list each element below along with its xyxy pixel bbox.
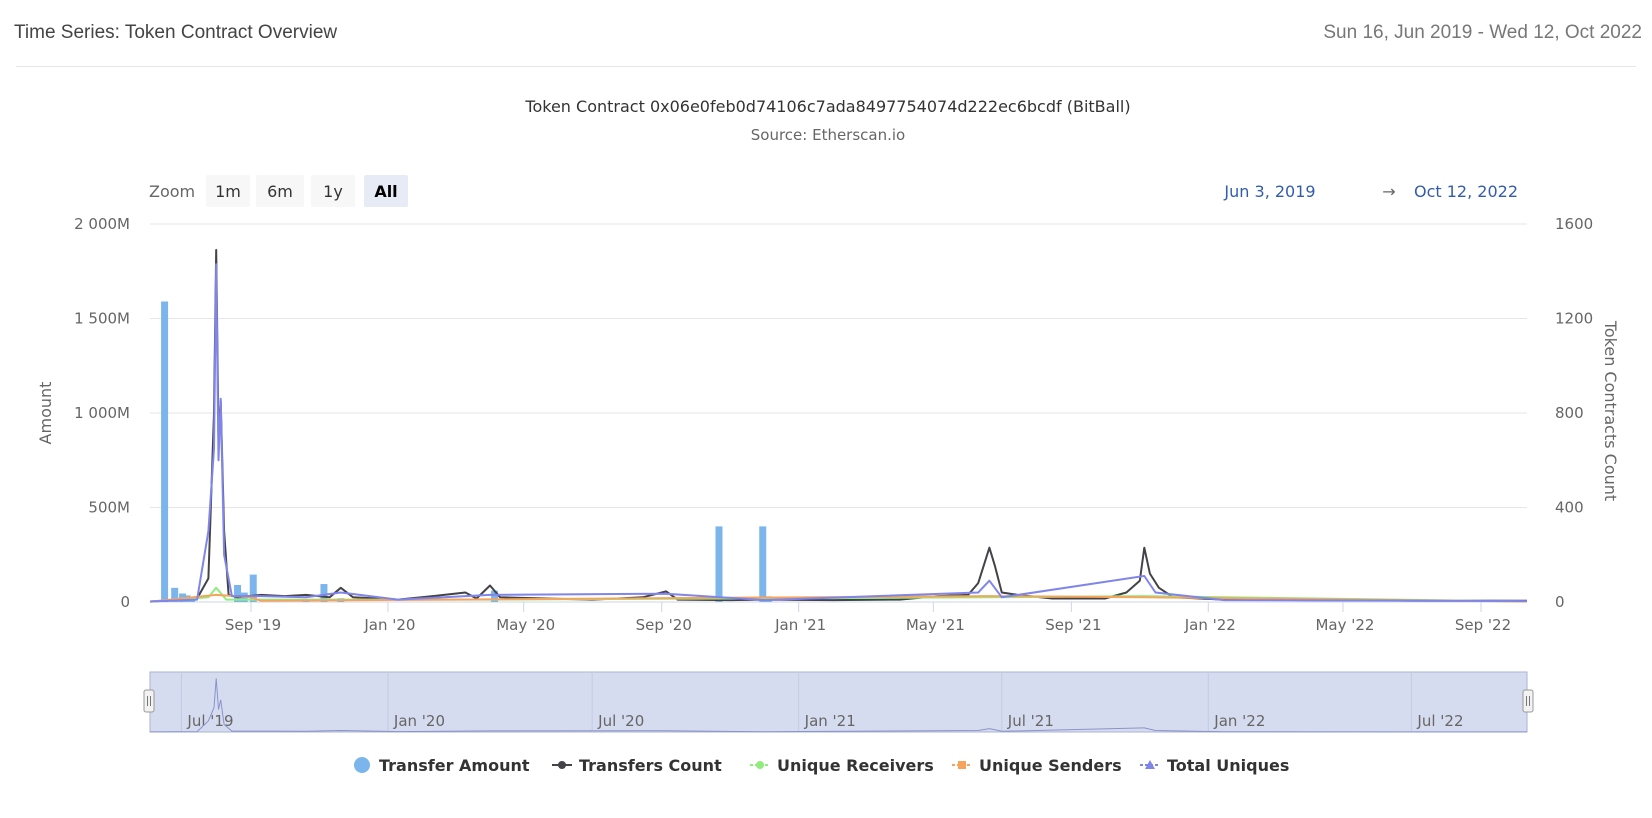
header-divider <box>16 66 1636 67</box>
range-arrow: → <box>1382 182 1395 201</box>
chart-title: Token Contract 0x06e0feb0d74106c7ada8497… <box>524 97 1130 116</box>
series-line[interactable] <box>149 249 1528 603</box>
y-axis-left-title: Amount <box>36 382 55 445</box>
bar[interactable] <box>320 584 328 602</box>
y-left-tick-label: 0 <box>120 593 130 611</box>
legend-item-transfers-count[interactable]: Transfers Count <box>552 756 722 775</box>
plot-area <box>149 249 1528 603</box>
page-header: Time Series: Token Contract Overview Sun… <box>0 0 1652 68</box>
zoom-button-label: All <box>374 182 397 201</box>
x-tick-label: Jan '22 <box>1184 616 1236 634</box>
chart-legend: Transfer Amount Transfers Count Unique Rec… <box>354 756 1289 775</box>
navigator-left-handle[interactable] <box>143 689 155 713</box>
bar[interactable] <box>491 590 499 602</box>
bar[interactable] <box>249 574 257 602</box>
chart-subtitle: Source: Etherscan.io <box>751 126 905 144</box>
legend-item-unique-receivers[interactable]: Unique Receivers <box>750 756 934 775</box>
y-left-tick-label: 2 000M <box>74 215 130 233</box>
zoom-button-label: 1y <box>323 182 343 201</box>
x-tick-label: May '22 <box>1315 616 1374 634</box>
bar[interactable] <box>161 301 169 602</box>
zoom-button-1m[interactable]: 1m <box>206 175 250 207</box>
legend-marker <box>958 761 966 769</box>
legend-label: Transfer Amount <box>379 756 530 775</box>
legend-item-total-uniques[interactable]: Total Uniques <box>1140 756 1289 775</box>
navigator-tick-label: Jul '19 <box>186 712 233 730</box>
y-axis-left: 0 500M 1 000M 1 500M 2 000M <box>74 215 130 611</box>
y-right-tick-label: 1200 <box>1555 310 1593 328</box>
legend-label: Total Uniques <box>1167 756 1289 775</box>
y-right-tick-label: 400 <box>1555 499 1584 517</box>
navigator-tick-label: Jul '20 <box>597 712 644 730</box>
legend-item-unique-senders[interactable]: Unique Senders <box>952 756 1122 775</box>
page-title: Time Series: Token Contract Overview <box>14 22 338 43</box>
legend-marker <box>558 761 566 769</box>
legend-symbol <box>354 757 370 773</box>
navigator-right-handle[interactable] <box>1522 689 1534 713</box>
series-unique-senders <box>149 593 1528 603</box>
bar[interactable] <box>715 526 723 602</box>
y-right-tick-label: 0 <box>1555 593 1565 611</box>
navigator-series-line <box>149 678 1528 733</box>
series-total-uniques <box>149 263 1528 603</box>
bar[interactable] <box>234 584 242 602</box>
x-axis: Sep '19 Jan '20 May '20 Sep '20 Jan '21 May '… <box>225 602 1511 634</box>
zoom-label: Zoom <box>149 182 195 201</box>
navigator-tick-label: Jul '21 <box>1007 712 1054 730</box>
y-left-tick-label: 500M <box>88 499 130 517</box>
y-axis-right-title: Token Contracts Count <box>1601 320 1620 501</box>
navigator-tick-label: Jan '21 <box>804 712 856 730</box>
series-transfers-count <box>149 249 1528 603</box>
x-tick-label: Sep '21 <box>1045 616 1101 634</box>
series-line[interactable] <box>149 263 1528 603</box>
legend-label: Unique Receivers <box>777 756 934 775</box>
range-selector: Zoom 1m 6m 1y All Jun 3, 2019 → Oct 12, 202… <box>149 175 1518 207</box>
zoom-button-1y[interactable]: 1y <box>311 175 355 207</box>
zoom-button-label: 6m <box>267 182 293 201</box>
date-range-label: Sun 16, Jun 2019 - Wed 12, Oct 2022 <box>1323 22 1642 43</box>
x-tick-label: Sep '19 <box>225 616 281 634</box>
legend-marker <box>756 761 764 769</box>
range-to-input[interactable]: Oct 12, 2022 <box>1414 182 1518 201</box>
legend-item-transfer-amount[interactable]: Transfer Amount <box>354 756 530 775</box>
bar[interactable] <box>171 587 179 602</box>
legend-marker <box>1145 760 1155 769</box>
y-left-tick-label: 1 500M <box>74 310 130 328</box>
y-axis-right: 0 400 800 1200 1600 <box>1555 215 1593 611</box>
y-right-tick-label: 1600 <box>1555 215 1593 233</box>
x-tick-label: May '20 <box>496 616 555 634</box>
navigator[interactable]: Jul '19 Jan '20 Jul '20 Jan '21 Jul '21 Jan '… <box>143 671 1534 733</box>
chart-gridlines <box>150 223 1527 603</box>
zoom-button-6m[interactable]: 6m <box>256 175 304 207</box>
series-transfer-amount <box>161 301 772 602</box>
series-line[interactable] <box>149 593 1528 603</box>
navigator-tick-label: Jan '22 <box>1213 712 1265 730</box>
bar[interactable] <box>759 526 767 602</box>
x-tick-label: Jan '21 <box>774 616 826 634</box>
x-tick-label: Sep '20 <box>636 616 692 634</box>
x-tick-label: May '21 <box>906 616 965 634</box>
x-tick-label: Jan '20 <box>363 616 415 634</box>
y-left-tick-label: 1 000M <box>74 404 130 422</box>
x-tick-label: Sep '22 <box>1455 616 1511 634</box>
zoom-button-label: 1m <box>215 182 241 201</box>
legend-label: Unique Senders <box>979 756 1122 775</box>
y-right-tick-label: 800 <box>1555 404 1584 422</box>
navigator-tick-label: Jul '22 <box>1416 712 1463 730</box>
navigator-tick-label: Jan '20 <box>393 712 445 730</box>
zoom-button-all[interactable]: All <box>364 175 408 207</box>
legend-label: Transfers Count <box>579 756 722 775</box>
navigator-selection[interactable] <box>149 671 1528 733</box>
range-from-input[interactable]: Jun 3, 2019 <box>1223 182 1315 201</box>
